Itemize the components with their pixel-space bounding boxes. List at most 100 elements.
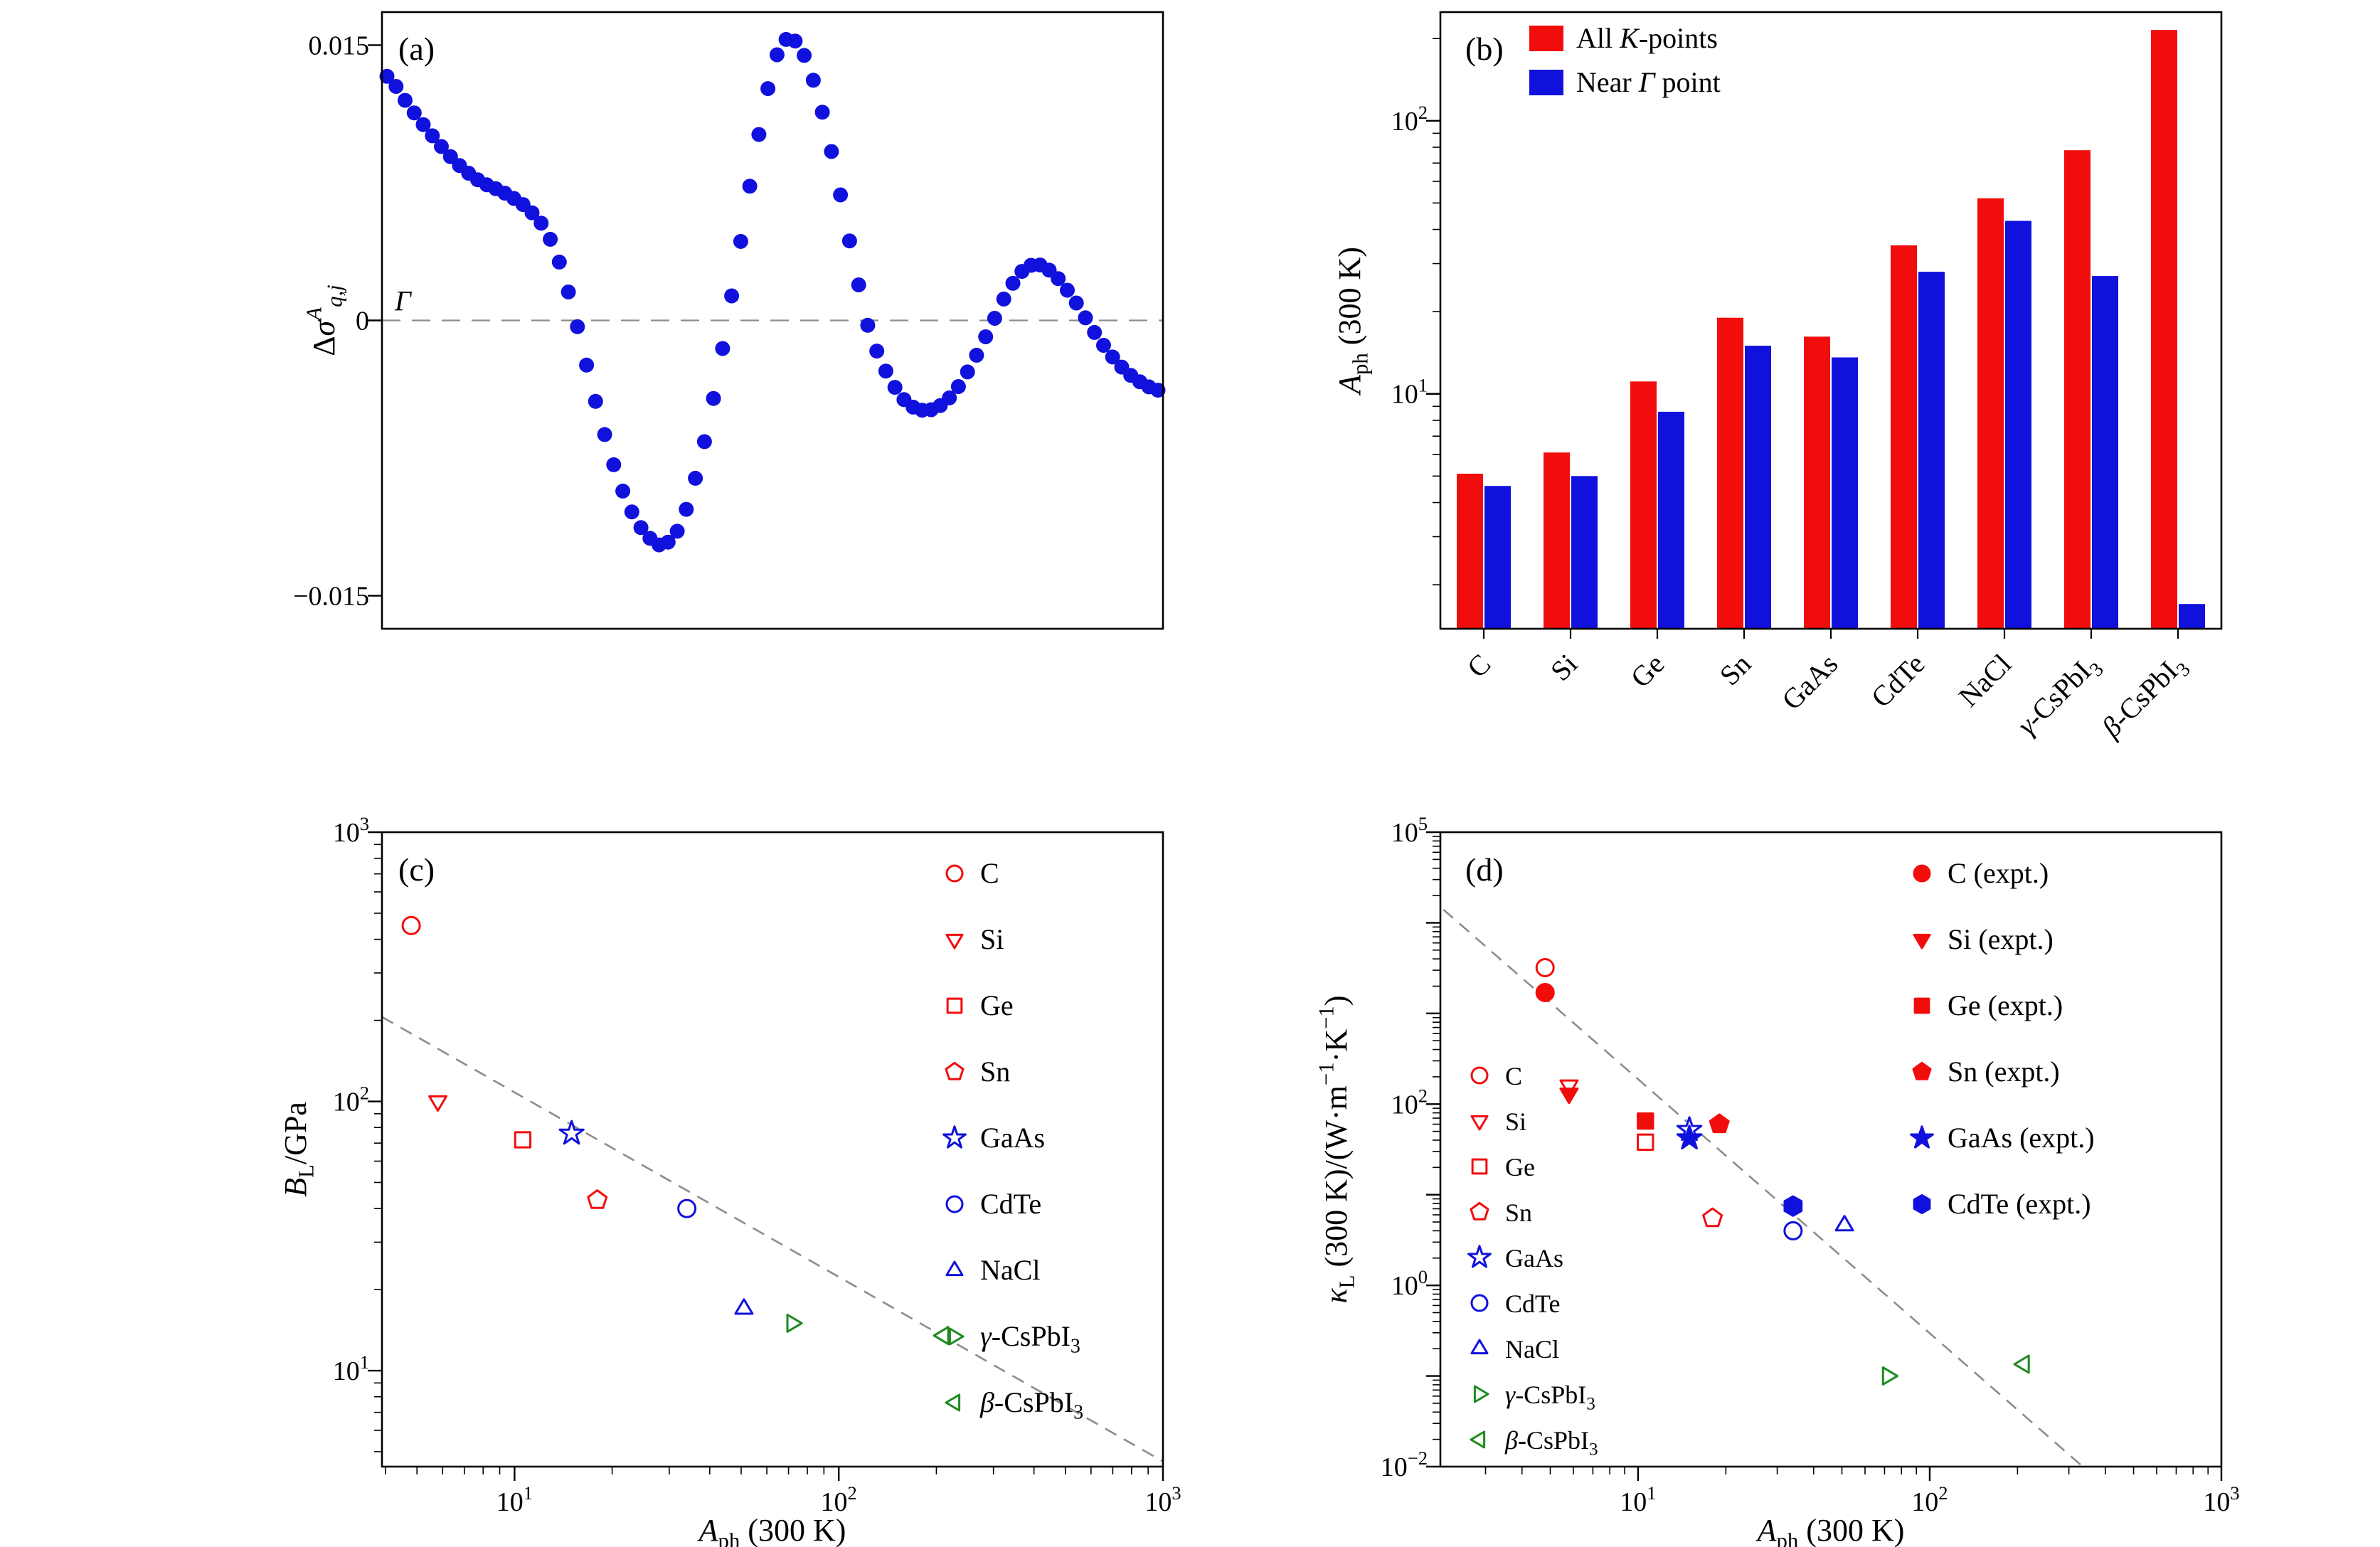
bar [1891,245,1917,629]
data-dot [415,117,431,132]
y-axis-ticks: 105 102 100 10−2 [1381,813,1440,1482]
x-axis-label: Aph (300 K) [697,1513,846,1547]
gamma-label: Γ [394,285,413,317]
point-Si-expt [1559,1088,1579,1105]
legend-marker-C [945,864,964,883]
data-dot [543,231,558,247]
data-dot [570,319,585,334]
point-CdTe-expt [1783,1195,1803,1217]
legend-label: C [1505,1062,1522,1090]
data-dot [561,285,576,299]
legend-label: GaAs [980,1122,1045,1154]
x-tick-label: 102 [821,1482,857,1517]
legend-label: Sn [980,1056,1010,1088]
point-C-expt [1535,982,1555,1002]
legend-label: CdTe (expt.) [1948,1188,2091,1220]
data-dot [669,523,685,539]
legend-swatch [1529,70,1563,95]
axis-box [381,11,1164,630]
legend-marker-GaAs-expt [1910,1125,1934,1149]
data-dot [406,105,422,121]
data-dot [824,144,839,159]
data-dot [660,534,676,550]
legend-marker-CdTe-expt [1913,1194,1931,1215]
legend-label: All K-points [1576,22,1718,54]
point-Ge-expt [1637,1112,1654,1130]
data-dot [1051,271,1066,287]
y-axis-ticks: 101 102 [1391,38,1440,585]
bar [1544,452,1570,629]
data-dot [615,483,631,499]
data-dot [1005,275,1021,291]
y-axis-label: BL/GPa [278,1102,319,1197]
legend-marker-GaAs-calc [1467,1245,1492,1268]
bar [1484,486,1511,629]
legend-calculated: C Si Ge Sn GaAs CdTe NaCl γ-CsPbI3 β-CsPbI3 [942,857,1083,1424]
x-tick-label: 101 [1620,1482,1656,1517]
legend-marker-Si [945,933,964,950]
y-axis-ticks: 0.015 0 −0.015 [293,31,382,612]
y-tick-label: 0 [356,307,369,336]
data-dot [388,79,404,94]
legend-label: Ge (expt.) [1948,989,2063,1021]
data-dot [1060,282,1075,298]
axis-box [1439,11,2223,630]
y-axis-label: Aph (300 K) [1332,247,1373,396]
bar [1804,336,1830,629]
data-dot [1150,383,1166,398]
point-C [401,915,421,935]
panel-a-delta-sigma-scatter: Γ 0.015 0 −0.015 ΔσAq,j [293,11,1166,630]
y-tick-label: 10−2 [1381,1447,1428,1482]
data-dot [551,254,567,270]
y-tick-label: 0.015 [309,31,370,60]
data-dot [751,127,767,142]
legend-marker-Ge [946,997,963,1014]
legend-label: Si (expt.) [1948,923,2054,955]
legend-experiment: C (expt.) Si (expt.) Ge (expt.) Sn (expt.) G… [1910,857,2095,1220]
x-axis-ticks: 101 102 103 [385,1467,1181,1517]
bar [1717,317,1743,629]
legend-marker-gamma-CsPbI3 [948,1327,965,1346]
data-dot [787,33,803,49]
panel-label-c: (c) [398,851,435,888]
data-dot [960,364,975,380]
data-dot [379,68,395,84]
data-dot [524,205,540,220]
y-axis-label: κL (300 K)/(W·m−1·K−1) [1314,996,1359,1304]
legend-marker-Si-expt [1913,933,1931,950]
point-NaCl-calc [1834,1215,1854,1232]
data-dot [398,92,413,108]
panel-b-aph-bar-chart: 101 102 C Si Ge Sn GaAs CdTe NaClγ-CsPbI3β-CsPbI… [1332,11,2223,744]
data-dot [942,390,957,405]
data-dot [533,216,549,231]
x-category-label: Ge [1625,648,1671,694]
x-category-label: Si [1544,648,1583,687]
point-GaAs [558,1120,585,1145]
legend-label: NaCl [1505,1335,1559,1363]
legend-marker-C-expt [1913,864,1931,883]
legend-label: GaAs (expt.) [1948,1122,2095,1154]
data-dot [869,344,885,359]
bar [1832,357,1858,629]
data-dot [579,357,595,373]
x-tick-label: 103 [1144,1482,1181,1517]
x-axis-label: Aph (300 K) [1755,1513,1905,1547]
y-tick-label: 101 [333,1351,369,1386]
data-dot [715,341,731,356]
x-category-label: Sn [1714,648,1758,692]
data-dot [878,363,893,379]
bar [2092,276,2118,629]
legend-marker-beta-CsPbI3 [945,1393,961,1412]
legend-label: Sn [1505,1198,1532,1227]
data-dot [887,380,903,395]
legend-label: Ge [1505,1153,1535,1181]
bar [2179,604,2205,629]
bar [2064,150,2091,629]
data-dot [724,288,740,304]
bars [1457,30,2205,629]
data-dot [606,457,622,472]
legend: All K-points Near Γ point [1529,22,1721,98]
data-dot [987,311,1002,326]
